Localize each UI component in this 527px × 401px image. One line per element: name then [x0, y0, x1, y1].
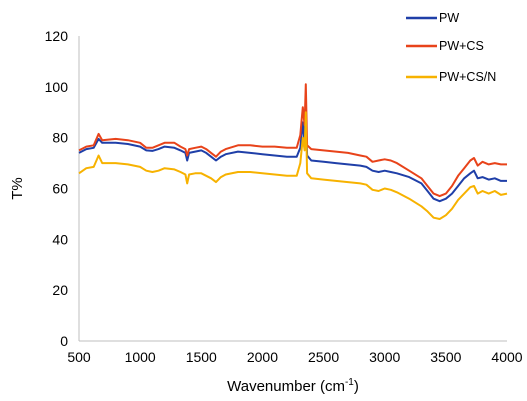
y-tick-label: 0: [60, 333, 68, 349]
x-tick-labels: 500 1000 1500 2000 2500 3000 3500 4000: [67, 349, 522, 365]
axes: [78, 36, 507, 342]
y-tick-labels: 0 20 40 60 80 100 120: [45, 28, 69, 349]
x-tick-label: 1500: [186, 349, 217, 365]
x-axis-title-superscript: -1: [345, 377, 354, 388]
x-axis-title-end: ): [354, 378, 359, 395]
x-tick-label: 3000: [369, 349, 400, 365]
x-axis-title-main: Wavenumber (cm: [227, 378, 345, 395]
y-tick-label: 60: [52, 181, 68, 197]
legend-label-1: PW: [439, 11, 459, 25]
y-tick-label: 80: [52, 130, 68, 146]
x-tick-label: 1000: [125, 349, 156, 365]
x-tick-label: 3500: [430, 349, 461, 365]
x-axis-title: Wavenumber (cm-1): [227, 377, 359, 395]
y-tick-label: 100: [45, 79, 69, 95]
x-tick-label: 500: [67, 349, 91, 365]
series-lines: [78, 83, 508, 220]
legend-label-2: PW+CS: [439, 39, 484, 53]
legend: PW PW+CS PW+CS/N: [406, 11, 496, 84]
y-tick-label: 120: [45, 28, 69, 44]
x-tick-label: 4000: [491, 349, 522, 365]
legend-label-3: PW+CS/N: [439, 70, 496, 84]
x-tick-label: 2500: [308, 349, 339, 365]
series-line-2: [78, 83, 507, 198]
x-tick-label: 2000: [247, 349, 278, 365]
y-tick-label: 20: [52, 282, 68, 298]
series-line-3: [78, 111, 508, 220]
y-tick-label: 40: [52, 231, 68, 247]
series-line-1: [78, 108, 507, 203]
y-axis-title: T%: [9, 177, 26, 200]
